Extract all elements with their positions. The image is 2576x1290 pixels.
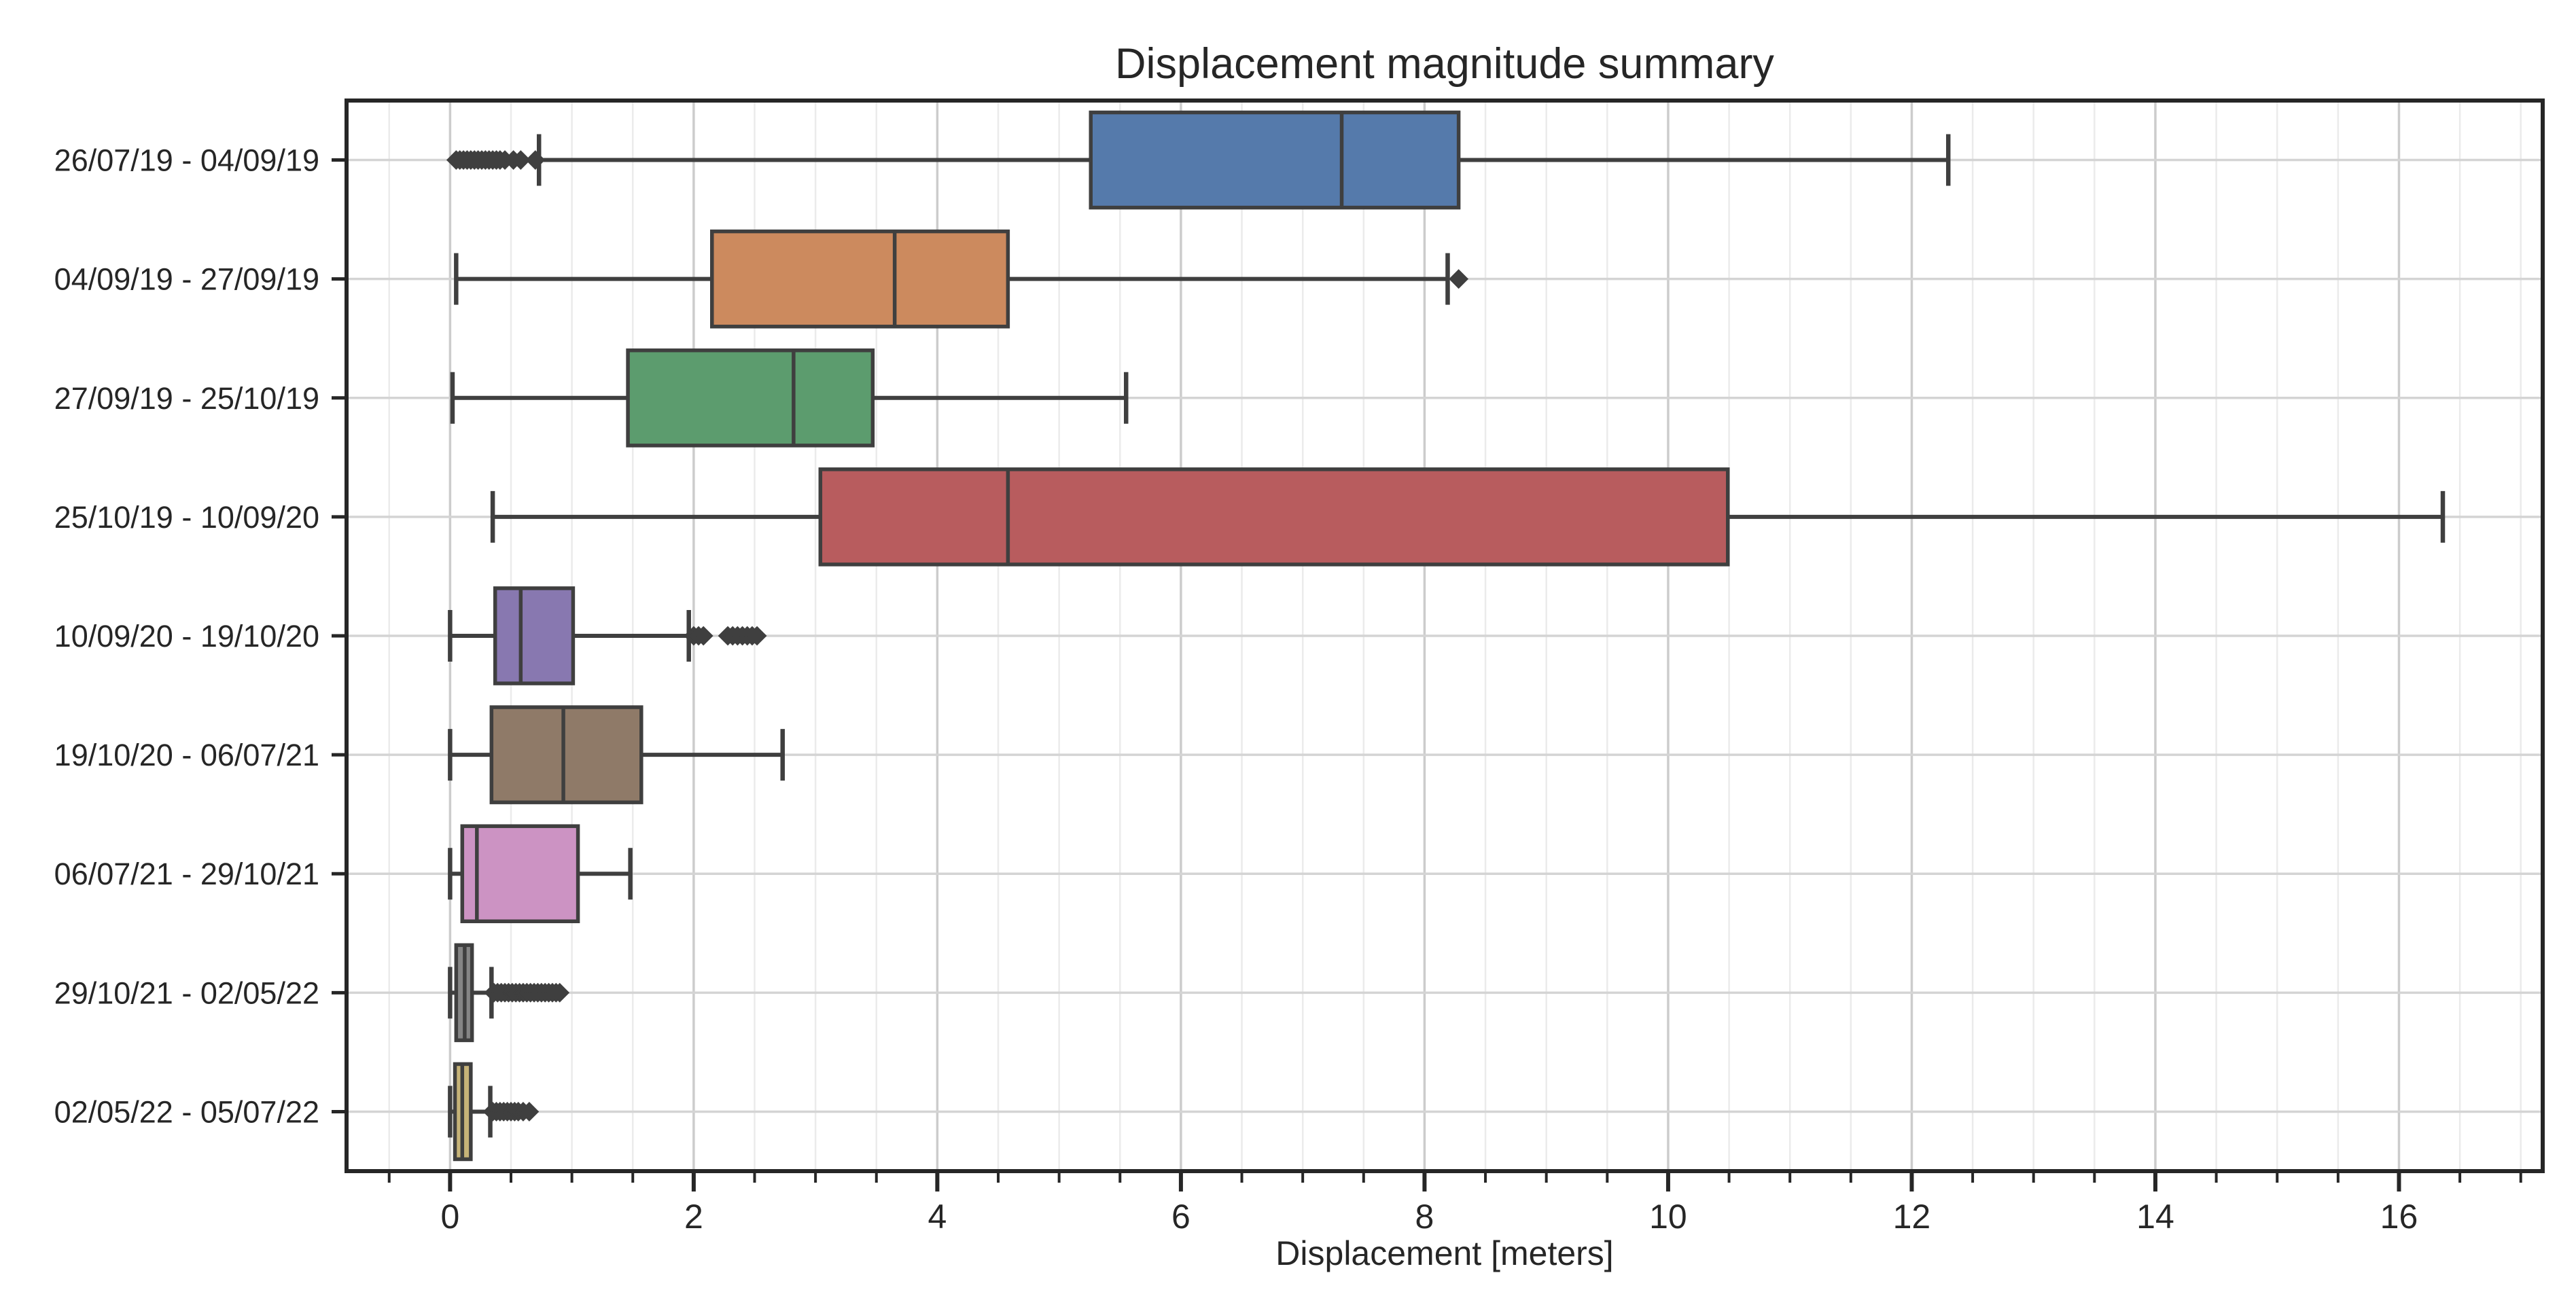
box-row-7 xyxy=(460,824,580,924)
x-tick-label: 6 xyxy=(1171,1198,1190,1236)
box-row-1 xyxy=(1089,110,1461,210)
outlier-marker xyxy=(525,150,546,170)
y-tick-label: 06/07/21 - 29/10/21 xyxy=(54,857,319,891)
y-tick-label: 19/10/20 - 06/07/21 xyxy=(54,738,319,772)
y-tick-label: 25/10/19 - 10/09/20 xyxy=(54,500,319,535)
box-row-3 xyxy=(626,348,875,448)
outlier-marker xyxy=(693,626,713,646)
outlier-marker xyxy=(747,626,767,646)
y-tick-label: 26/07/19 - 04/09/19 xyxy=(54,143,319,178)
y-tick-label: 02/05/22 - 05/07/22 xyxy=(54,1094,319,1129)
x-tick-label: 0 xyxy=(440,1198,459,1236)
y-tick-label: 29/10/21 - 02/05/22 xyxy=(54,975,319,1010)
x-tick-label: 10 xyxy=(1649,1198,1687,1236)
x-tick-label: 8 xyxy=(1415,1198,1434,1236)
x-tick-label: 12 xyxy=(1893,1198,1931,1236)
x-axis-label: Displacement [meters] xyxy=(1275,1234,1614,1272)
y-tick-label: 27/09/19 - 25/10/19 xyxy=(54,381,319,416)
outlier-marker xyxy=(550,982,570,1003)
box-row-6 xyxy=(489,705,643,804)
box-row-5 xyxy=(493,586,576,685)
x-tick-label: 14 xyxy=(2136,1198,2174,1236)
x-tick-label: 2 xyxy=(684,1198,703,1236)
box-row-2 xyxy=(710,229,1010,329)
x-tick-label: 16 xyxy=(2380,1198,2418,1236)
outlier-marker xyxy=(519,1102,540,1122)
y-tick-label: 10/09/20 - 19/10/20 xyxy=(54,619,319,653)
x-tick-label: 4 xyxy=(928,1198,947,1236)
y-tick-label: 04/09/19 - 27/09/19 xyxy=(54,262,319,297)
outlier-marker xyxy=(1449,269,1469,289)
chart-title: Displacement magnitude summary xyxy=(1115,40,1774,88)
box-row-4 xyxy=(818,467,1730,567)
